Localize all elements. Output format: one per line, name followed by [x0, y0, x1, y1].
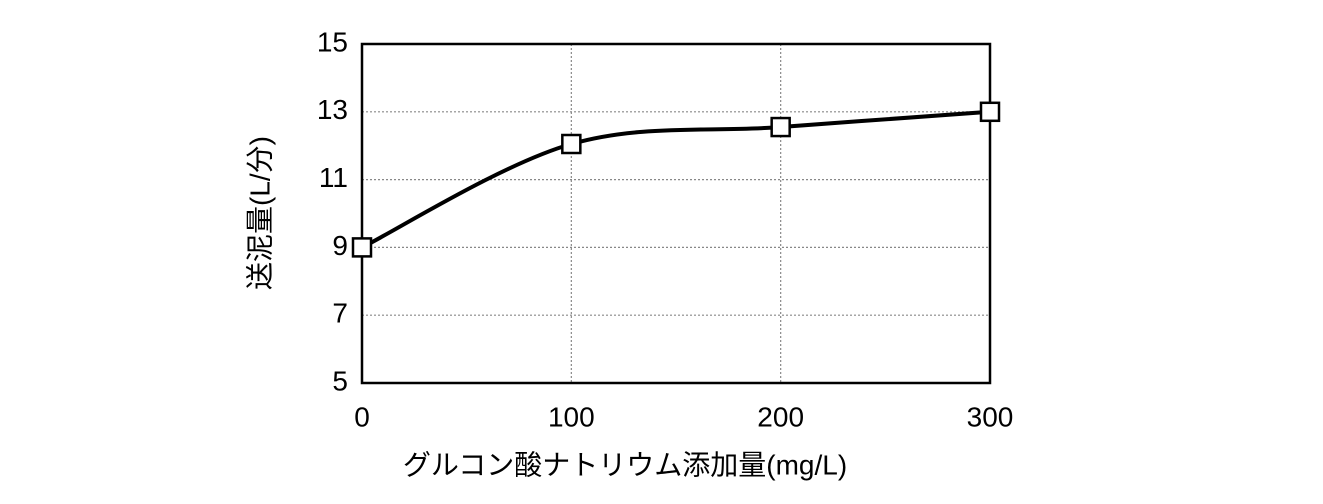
x-axis-label: グルコン酸ナトリウム添加量(mg/L)	[403, 449, 847, 480]
data-marker	[981, 103, 999, 121]
data-marker	[772, 118, 790, 136]
y-tick-label: 9	[332, 230, 348, 261]
y-tick-label: 13	[317, 94, 348, 125]
x-tick-label: 100	[548, 401, 595, 432]
y-axis-label: 送泥量(L/分)	[244, 136, 275, 290]
x-tick-label: 300	[967, 401, 1014, 432]
chart: グルコン酸ナトリウム添加量(mg/L) 送泥量(L/分) 5 7 9 11 13 15 0 1…	[0, 0, 1323, 504]
data-marker	[353, 238, 371, 256]
data-marker	[562, 135, 580, 153]
y-tick-label: 7	[332, 298, 348, 329]
y-tick-label: 11	[319, 162, 348, 193]
plot-frame	[362, 44, 990, 383]
page: グルコン酸ナトリウム添加量(mg/L) 送泥量(L/分) 5 7 9 11 13 15 0 1…	[0, 0, 1323, 504]
x-tick-label: 0	[354, 401, 370, 432]
x-tick-label: 200	[757, 401, 804, 432]
y-tick-label: 5	[332, 365, 348, 396]
y-tick-label: 15	[317, 26, 348, 57]
